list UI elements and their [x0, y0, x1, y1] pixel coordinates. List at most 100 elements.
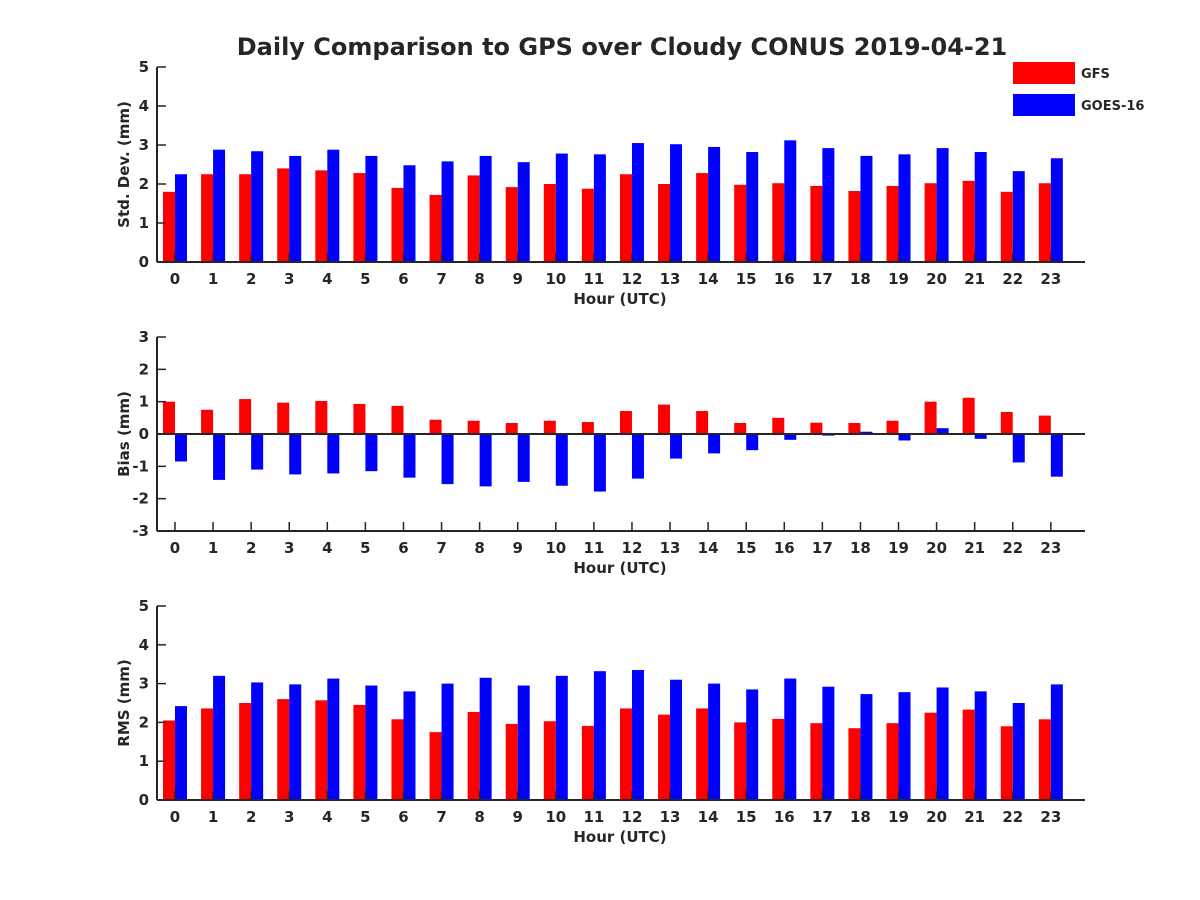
bar-bias-goes16-3	[289, 434, 302, 475]
bar-rms-goes16-6	[403, 691, 416, 800]
bar-std-dev-goes16-14	[708, 146, 721, 262]
bar-bias-gfs-9	[505, 423, 518, 434]
x-tick-label-bias: 12	[622, 539, 643, 557]
bar-bias-goes16-21	[974, 434, 987, 439]
bar-bias-goes16-20	[936, 428, 949, 434]
bar-bias-goes16-13	[670, 434, 683, 459]
bar-rms-goes16-14	[708, 683, 721, 800]
bar-rms-goes16-22	[1012, 703, 1025, 800]
x-tick-label-std-dev: 14	[698, 270, 719, 288]
bar-rms-gfs-16	[772, 718, 785, 800]
bar-std-dev-goes16-5	[365, 155, 378, 262]
bar-std-dev-gfs-8	[467, 175, 480, 262]
bar-rms-goes16-3	[289, 684, 302, 800]
bar-rms-goes16-19	[898, 692, 911, 800]
bar-std-dev-goes16-6	[403, 165, 416, 262]
bar-rms-goes16-11	[593, 671, 606, 800]
bar-std-dev-goes16-10	[555, 153, 568, 262]
y-axis-label-std-dev: Std. Dev. (mm)	[115, 101, 133, 228]
bar-std-dev-goes16-0	[175, 174, 187, 262]
x-tick-label-bias: 7	[436, 539, 446, 557]
bar-rms-goes16-1	[213, 675, 226, 800]
bar-rms-goes16-2	[251, 682, 264, 800]
bar-rms-gfs-8	[467, 711, 480, 800]
bar-bias-goes16-15	[746, 434, 759, 451]
x-tick-label-bias: 3	[284, 539, 294, 557]
bar-std-dev-goes16-18	[860, 155, 873, 262]
bar-std-dev-gfs-21	[962, 180, 975, 262]
bar-std-dev-gfs-5	[353, 173, 366, 262]
bar-bias-gfs-15	[734, 423, 747, 434]
bar-bias-goes16-1	[213, 434, 226, 480]
bar-std-dev-gfs-13	[658, 184, 671, 262]
legend-label-gfs: GFS	[1081, 67, 1110, 82]
x-tick-label-bias: 5	[360, 539, 370, 557]
x-tick-label-rms: 5	[360, 808, 370, 826]
bar-rms-gfs-18	[848, 728, 861, 800]
x-tick-label-std-dev: 23	[1040, 270, 1061, 288]
bar-rms-gfs-14	[696, 708, 709, 800]
x-tick-label-rms: 4	[322, 808, 332, 826]
bar-rms-gfs-15	[734, 722, 747, 800]
x-tick-label-rms: 18	[850, 808, 871, 826]
bar-rms-goes16-21	[974, 691, 987, 800]
x-tick-label-bias: 6	[398, 539, 408, 557]
bar-rms-gfs-12	[619, 708, 632, 800]
x-tick-label-bias: 10	[545, 539, 566, 557]
bar-std-dev-goes16-19	[898, 154, 911, 262]
y-tick-label-bias: -1	[132, 457, 149, 475]
x-tick-label-std-dev: 8	[474, 270, 484, 288]
x-tick-label-rms: 22	[1002, 808, 1023, 826]
bar-bias-gfs-22	[1000, 412, 1013, 434]
bar-rms-goes16-23	[1050, 684, 1063, 800]
x-tick-label-bias: 4	[322, 539, 332, 557]
bar-std-dev-gfs-19	[886, 185, 899, 262]
bar-bias-gfs-2	[239, 399, 252, 434]
bar-bias-goes16-18	[860, 431, 873, 434]
bar-bias-goes16-8	[479, 434, 492, 487]
bar-std-dev-goes16-22	[1012, 171, 1025, 262]
bar-std-dev-goes16-11	[593, 154, 606, 262]
x-tick-label-rms: 2	[246, 808, 256, 826]
bar-bias-gfs-14	[696, 411, 709, 434]
bar-bias-goes16-7	[441, 434, 454, 485]
y-tick-label-std-dev: 4	[139, 97, 149, 115]
x-tick-label-std-dev: 19	[888, 270, 909, 288]
x-tick-label-rms: 3	[284, 808, 294, 826]
x-tick-label-rms: 21	[964, 808, 985, 826]
y-axis-label-bias: Bias (mm)	[115, 391, 133, 477]
x-tick-label-std-dev: 15	[736, 270, 757, 288]
x-tick-label-std-dev: 3	[284, 270, 294, 288]
x-tick-label-bias: 16	[774, 539, 795, 557]
bar-bias-gfs-8	[467, 420, 480, 434]
bar-bias-goes16-23	[1050, 434, 1063, 477]
y-tick-label-bias: 2	[139, 360, 149, 378]
bar-bias-gfs-17	[810, 422, 823, 434]
bar-std-dev-goes16-4	[327, 149, 340, 262]
y-tick-label-std-dev: 1	[139, 214, 149, 232]
bar-bias-goes16-5	[365, 434, 378, 472]
legend-label-goes16: GOES-16	[1081, 99, 1144, 114]
x-tick-label-rms: 23	[1040, 808, 1061, 826]
x-tick-label-bias: 1	[208, 539, 218, 557]
bar-std-dev-goes16-20	[936, 148, 949, 262]
bar-rms-gfs-5	[353, 704, 366, 800]
x-tick-label-rms: 9	[513, 808, 523, 826]
bar-rms-goes16-17	[822, 686, 835, 800]
bar-rms-goes16-0	[175, 706, 187, 800]
bar-std-dev-goes16-1	[213, 149, 226, 262]
x-tick-label-rms: 15	[736, 808, 757, 826]
bar-bias-gfs-21	[962, 397, 975, 434]
bar-rms-goes16-15	[746, 689, 759, 800]
bar-std-dev-gfs-23	[1038, 183, 1051, 262]
bar-std-dev-gfs-22	[1000, 191, 1013, 262]
bar-std-dev-goes16-15	[746, 152, 759, 262]
bar-rms-goes16-16	[784, 678, 797, 800]
x-tick-label-bias: 23	[1040, 539, 1061, 557]
x-tick-label-std-dev: 7	[436, 270, 446, 288]
y-tick-label-bias: 0	[139, 425, 149, 443]
x-tick-label-bias: 17	[812, 539, 833, 557]
x-axis-label-bias: Hour (UTC)	[573, 559, 666, 577]
x-tick-label-std-dev: 13	[660, 270, 681, 288]
